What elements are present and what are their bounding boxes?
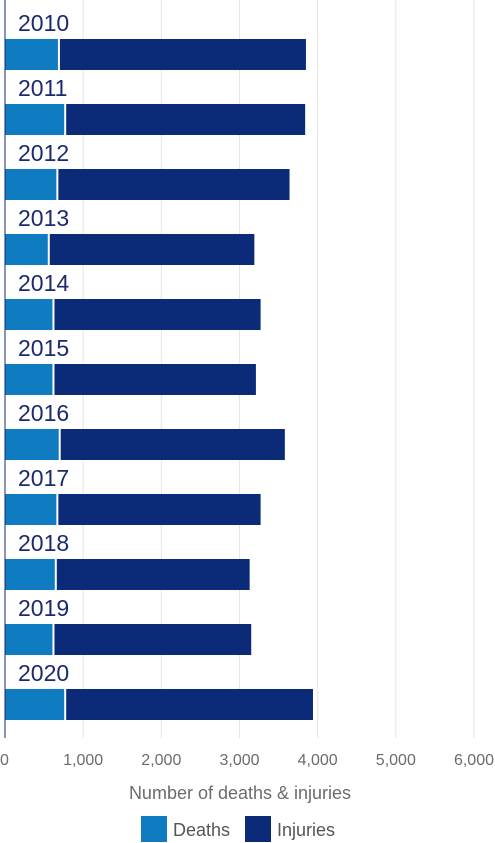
- bar-deaths-2019: [5, 624, 54, 655]
- x-tick-label-3: 3,000: [219, 752, 259, 769]
- bar-deaths-2016: [5, 429, 60, 460]
- bar-injuries-2013: [48, 234, 255, 265]
- x-tick-label-5: 5,000: [376, 752, 416, 769]
- bar-injuries-2017: [57, 494, 261, 525]
- year-labels: 2010 2011 2012 2013 2014 2015 2016 2017 2018 2019…: [18, 10, 69, 686]
- x-tick-label-0: 0: [0, 752, 9, 769]
- legend: Deaths Injuries: [141, 816, 335, 842]
- bar-injuries-2018: [55, 559, 250, 590]
- bar-deaths-2012: [5, 169, 58, 200]
- bar-deaths-2020: [5, 689, 66, 720]
- x-tick-label-1: 1,000: [63, 752, 103, 769]
- bar-injuries-2020: [65, 689, 313, 720]
- bar-injuries-2010: [58, 39, 306, 70]
- year-label-2017: 2017: [18, 465, 69, 491]
- legend-swatch-injuries: [245, 816, 271, 842]
- x-tick-label-2: 2,000: [141, 752, 181, 769]
- bar-injuries-2016: [59, 429, 285, 460]
- year-label-2015: 2015: [18, 335, 69, 361]
- bar-deaths-2018: [5, 559, 56, 590]
- year-label-2012: 2012: [18, 140, 69, 166]
- year-label-2011: 2011: [18, 75, 67, 101]
- bar-injuries-2015: [53, 364, 256, 395]
- bar-deaths-2014: [5, 299, 54, 330]
- year-label-2020: 2020: [18, 660, 69, 686]
- x-tick-labels: 0 1,000 2,000 3,000 4,000 5,000 6,000: [0, 752, 494, 769]
- legend-label-deaths: Deaths: [173, 820, 230, 840]
- x-tick-label-4: 4,000: [298, 752, 338, 769]
- bar-deaths-2011: [5, 104, 66, 135]
- year-label-2013: 2013: [18, 205, 69, 231]
- bar-injuries-2012: [57, 169, 290, 200]
- legend-label-injuries: Injuries: [277, 820, 335, 840]
- bar-deaths-2013: [5, 234, 49, 265]
- year-label-2016: 2016: [18, 400, 69, 426]
- bar-deaths-2015: [5, 364, 54, 395]
- bar-injuries-2011: [65, 104, 306, 135]
- bar-deaths-2010: [5, 39, 59, 70]
- year-label-2014: 2014: [18, 270, 69, 296]
- legend-swatch-deaths: [141, 816, 167, 842]
- bars: [5, 39, 313, 720]
- bar-deaths-2017: [5, 494, 58, 525]
- x-tick-label-6: 6,000: [454, 752, 494, 769]
- x-axis-title: Number of deaths & injuries: [129, 783, 351, 803]
- year-label-2018: 2018: [18, 530, 69, 556]
- bar-injuries-2019: [53, 624, 252, 655]
- bar-injuries-2014: [53, 299, 261, 330]
- year-label-2010: 2010: [18, 10, 69, 36]
- year-label-2019: 2019: [18, 595, 69, 621]
